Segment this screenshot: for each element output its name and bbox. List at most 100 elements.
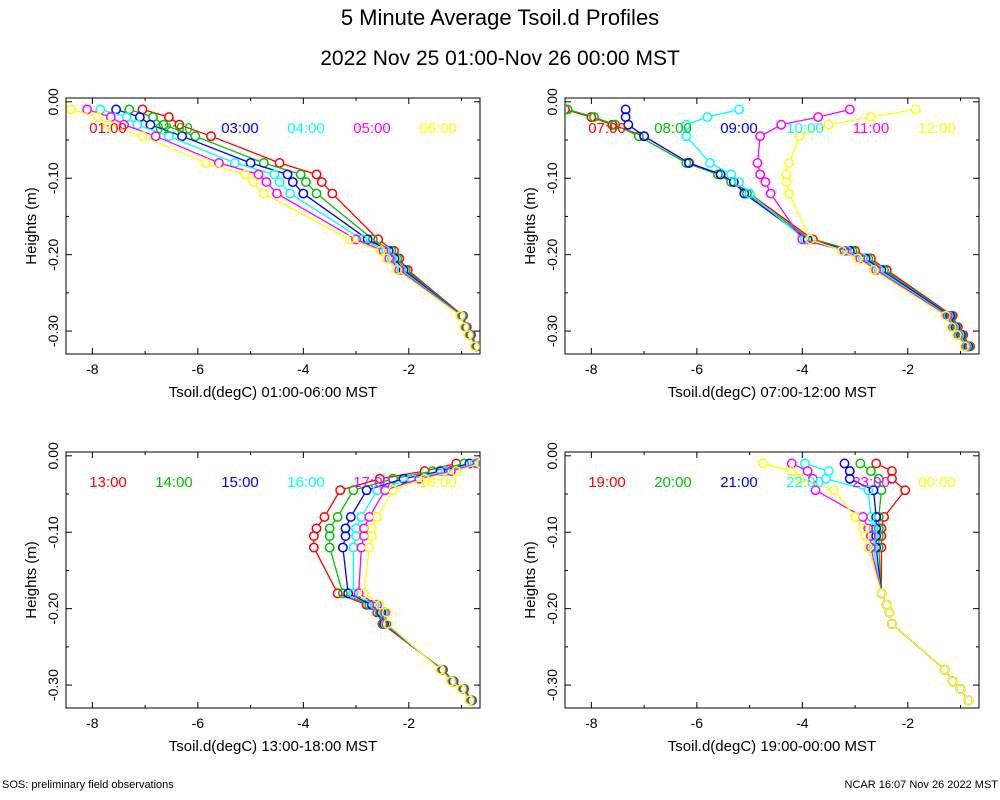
data-point	[66, 104, 77, 115]
series-line-segment	[295, 185, 301, 191]
series-line-segment	[114, 118, 121, 123]
data-point	[900, 485, 911, 496]
data-point	[455, 310, 466, 321]
data-point	[610, 119, 621, 130]
data-point	[863, 485, 874, 496]
data-point	[683, 158, 694, 168]
series-line-segment	[342, 552, 349, 589]
series-line-segment	[830, 479, 864, 490]
series-line-segment	[809, 464, 825, 471]
legend-entry: 00:00	[918, 474, 956, 491]
series-line-segment	[429, 471, 452, 479]
series-line-segment	[833, 117, 867, 125]
legend-entry: 10:00	[786, 120, 824, 137]
data-point	[163, 131, 174, 142]
series-line-segment	[868, 494, 872, 513]
data-point	[348, 542, 359, 553]
series-line-segment	[750, 195, 807, 238]
data-point	[374, 599, 385, 610]
legend-entry: 18:00	[419, 474, 457, 491]
plot-frame	[65, 451, 481, 709]
data-point	[392, 264, 403, 275]
data-point	[469, 458, 480, 469]
series-line-segment	[946, 673, 951, 678]
series-line-segment	[741, 185, 747, 191]
series-line-segment	[857, 520, 861, 525]
series-line-segment	[210, 163, 241, 174]
y-tick-label: 0.00	[544, 442, 560, 469]
data-point	[786, 458, 797, 469]
data-point	[873, 473, 884, 484]
data-point	[839, 458, 850, 469]
series-line-segment	[365, 521, 368, 525]
data-point	[805, 234, 816, 245]
series-line-segment	[318, 520, 323, 525]
series-02:00	[124, 104, 480, 352]
series-line-segment	[868, 551, 881, 589]
data-point	[951, 329, 962, 340]
data-point	[705, 158, 715, 168]
series-line-segment	[804, 479, 830, 490]
data-point	[839, 245, 850, 256]
y-tick-label: -0.10	[544, 162, 560, 194]
series-line-segment	[460, 464, 476, 471]
series-line-segment	[306, 195, 365, 238]
series-line-segment	[173, 137, 231, 162]
figure-subtitle: 2022 Nov 25 01:00-Nov 26 00:00 MST	[320, 47, 680, 70]
data-point	[366, 523, 377, 534]
data-point	[844, 466, 855, 477]
legend-entry: 23:00	[852, 474, 890, 491]
data-point	[456, 683, 467, 694]
series-line-segment	[875, 109, 912, 117]
y-tick-label: -0.20	[544, 238, 560, 270]
data-point	[367, 234, 378, 245]
data-point	[353, 588, 364, 599]
series-07:00	[565, 104, 975, 352]
data-point	[356, 512, 367, 522]
series-line-segment	[443, 672, 449, 679]
data-point	[781, 169, 792, 180]
y-tick-label: -0.20	[544, 592, 560, 624]
series-line-segment	[757, 140, 761, 159]
data-point	[356, 542, 367, 553]
data-point	[340, 523, 351, 534]
series-line-segment	[167, 125, 191, 136]
series-line-segment	[688, 139, 708, 160]
data-point	[258, 188, 269, 199]
data-point	[364, 512, 375, 522]
data-point	[681, 131, 692, 142]
plot-frame	[564, 451, 980, 709]
data-point	[865, 112, 876, 123]
series-line-segment	[882, 597, 886, 601]
series-line-segment	[308, 185, 314, 191]
x-tick-label: -4	[796, 715, 809, 731]
data-point	[298, 188, 309, 199]
data-point	[741, 188, 752, 199]
data-point	[681, 119, 692, 130]
series-line-segment	[948, 319, 952, 324]
series-line-segment	[101, 119, 105, 123]
series-14:00	[324, 458, 477, 706]
series-line-segment	[254, 163, 284, 174]
series-line-segment	[75, 110, 94, 117]
data-point	[873, 264, 884, 275]
data-point	[469, 341, 480, 352]
data-point	[844, 473, 855, 484]
legend-entry: 21:00	[720, 474, 758, 491]
data-point	[344, 234, 355, 245]
series-line-segment	[569, 110, 587, 117]
data-point	[565, 104, 573, 115]
series-line-segment	[280, 195, 353, 238]
series-line-segment	[363, 494, 376, 514]
series-21:00	[839, 458, 974, 706]
series-line-segment	[642, 137, 683, 162]
data-point	[92, 112, 103, 123]
plot-frame	[65, 97, 481, 355]
plot-area	[308, 458, 480, 706]
series-line-segment	[239, 163, 270, 174]
data-point	[177, 131, 187, 142]
series-line-segment	[772, 197, 801, 236]
x-tick-label: -6	[192, 361, 205, 377]
series-line-segment	[690, 163, 714, 174]
